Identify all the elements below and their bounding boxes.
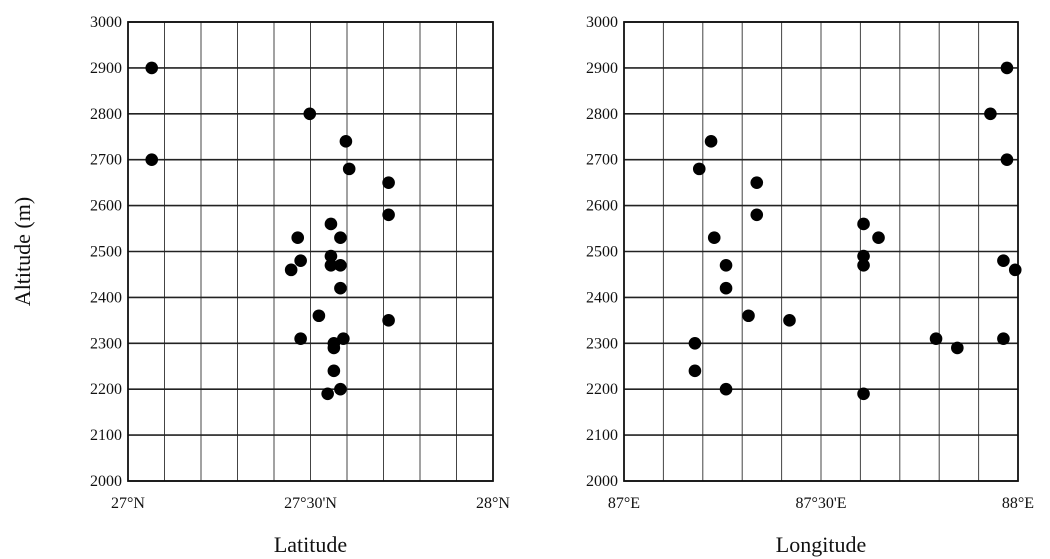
data-point	[857, 258, 870, 272]
data-point	[145, 153, 159, 166]
data-point	[857, 387, 870, 401]
data-point	[382, 314, 395, 327]
data-point	[327, 341, 341, 355]
y-tick-label: 2600	[90, 198, 122, 215]
data-point	[382, 208, 395, 222]
y-tick-label: 2300	[586, 335, 618, 352]
y-tick-label: 2100	[90, 427, 122, 444]
y-tick-label: 2800	[90, 106, 122, 123]
y-tick-label: 2500	[90, 244, 122, 261]
data-point	[857, 217, 870, 231]
data-point	[692, 162, 706, 176]
data-point	[342, 162, 356, 176]
data-point	[334, 231, 347, 245]
data-point	[719, 258, 733, 272]
x-axis-label: Latitude	[274, 532, 347, 557]
y-tick-label: 2200	[586, 381, 618, 398]
y-tick-label: 3000	[586, 14, 618, 31]
x-tick-label: 87°30'E	[795, 495, 846, 512]
data-point	[337, 332, 350, 346]
data-point	[719, 281, 733, 295]
y-tick-label: 2800	[586, 106, 618, 123]
data-point	[997, 332, 1010, 346]
y-tick-label: 2400	[586, 289, 618, 306]
x-tick-label: 28°N	[476, 495, 510, 512]
y-tick-label: 2100	[586, 427, 618, 444]
x-tick-label: 27°30'N	[284, 495, 337, 512]
y-tick-label: 2900	[586, 60, 618, 77]
data-point	[872, 231, 885, 245]
y-tick-label: 2200	[90, 381, 122, 398]
x-tick-label: 87°E	[608, 495, 640, 512]
data-point	[984, 107, 997, 121]
data-point	[688, 364, 702, 378]
data-point	[145, 61, 159, 75]
data-point	[857, 249, 870, 263]
data-point	[303, 107, 317, 121]
data-point	[324, 258, 338, 272]
data-point	[334, 382, 347, 396]
x-axis-label: Longitude	[776, 532, 866, 557]
x-tick-label: 88°E	[1002, 495, 1034, 512]
y-tick-label: 2400	[90, 289, 122, 306]
data-point	[312, 309, 326, 323]
data-point	[929, 332, 943, 346]
y-tick-label: 2000	[90, 473, 122, 490]
data-point	[951, 341, 964, 355]
y-tick-label: 2600	[586, 198, 618, 215]
data-point	[294, 332, 307, 346]
data-point	[742, 309, 755, 323]
plot-frame	[623, 21, 1019, 482]
data-point	[291, 231, 305, 245]
data-point	[750, 176, 764, 189]
data-point	[1008, 263, 1022, 277]
latitude-panel: 2000 2100 2200 2300 2400 2500 2600 2700 2800 2900…	[10, 14, 510, 557]
data-point	[997, 254, 1010, 267]
data-point	[707, 231, 721, 245]
y-tick-label: 3000	[90, 14, 122, 31]
data-point	[1000, 61, 1014, 75]
x-tick-label: 27°N	[111, 495, 145, 512]
data-point	[1000, 153, 1014, 166]
data-point	[324, 249, 338, 263]
data-point	[321, 387, 334, 401]
data-point	[284, 263, 298, 277]
y-tick-label: 2300	[90, 335, 122, 352]
y-axis-label: Altitude (m)	[10, 197, 35, 306]
data-point	[704, 135, 718, 148]
data-point	[783, 314, 796, 327]
data-point	[294, 254, 307, 267]
data-point	[688, 337, 702, 350]
y-tick-label: 2000	[586, 473, 618, 490]
y-tick-label: 2700	[90, 152, 122, 169]
y-tick-label: 2900	[90, 60, 122, 77]
data-point	[334, 281, 347, 295]
y-tick-label: 2700	[586, 152, 618, 169]
longitude-panel: 2000 2100 2200 2300 2400 2500 2600 2700 2800 2900…	[586, 14, 1034, 557]
data-point	[327, 364, 341, 378]
data-point	[324, 217, 338, 231]
data-point	[339, 135, 353, 148]
data-point	[334, 258, 347, 272]
plot-frame	[127, 21, 494, 482]
data-point	[750, 208, 764, 222]
data-point	[719, 382, 733, 396]
y-tick-label: 2500	[586, 244, 618, 261]
data-point	[382, 176, 395, 189]
